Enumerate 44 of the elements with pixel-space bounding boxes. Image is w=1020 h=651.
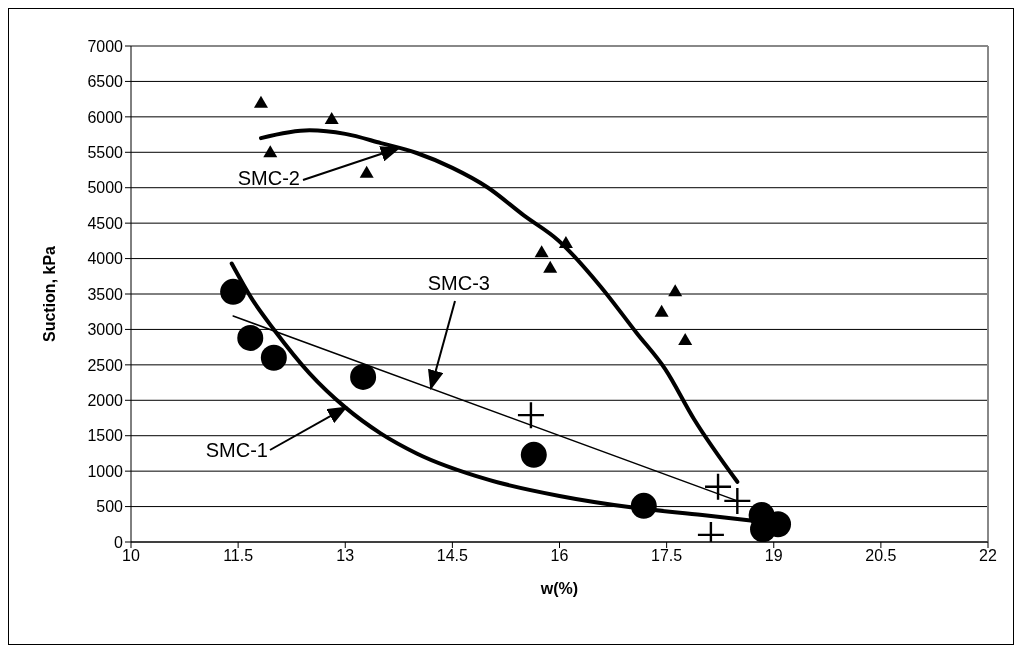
point — [263, 145, 278, 158]
x-tick-label: 19 — [764, 547, 783, 565]
point — [678, 333, 693, 346]
y-tick-label: 5000 — [87, 179, 124, 197]
point — [359, 165, 374, 178]
y-tick-label: 2000 — [87, 391, 124, 409]
y-tick-label: 3000 — [87, 321, 124, 339]
x-tick-label: 11.5 — [223, 547, 254, 565]
y-tick-label: 500 — [96, 498, 124, 516]
point — [324, 111, 339, 124]
point — [543, 260, 558, 273]
y-tick-label: 6500 — [87, 73, 124, 91]
y-tick-label: 5500 — [87, 143, 124, 161]
point — [260, 344, 287, 371]
x-tick-label: 22 — [979, 547, 997, 565]
point — [350, 363, 377, 390]
x-tick-label: 16 — [550, 547, 569, 565]
point — [220, 278, 247, 305]
y-tick-label: 4000 — [87, 250, 124, 268]
x-tick-label: 13 — [336, 547, 355, 565]
x-tick-label: 20.5 — [865, 547, 897, 565]
annotation: SMC-3 — [427, 272, 490, 294]
point — [668, 284, 683, 297]
point — [520, 441, 547, 468]
y-tick-label: 7000 — [87, 37, 124, 55]
x-tick-label: 17.5 — [651, 547, 683, 565]
point — [237, 324, 264, 351]
point — [534, 245, 549, 258]
annotation: SMC-1 — [205, 439, 268, 461]
point — [253, 95, 268, 108]
y-tick-label: 4500 — [87, 214, 124, 232]
y-tick-label: 0 — [114, 533, 124, 551]
y-tick-label: 1000 — [87, 462, 124, 480]
annotation: SMC-2 — [237, 167, 300, 189]
y-tick-label: 1500 — [87, 427, 124, 445]
x-axis-title: w(%) — [539, 580, 579, 597]
y-tick-label: 6000 — [87, 108, 124, 126]
y-axis-title: Suction, kPa — [40, 245, 58, 343]
point — [654, 304, 669, 317]
point — [724, 487, 751, 514]
x-tick-label: 14.5 — [436, 547, 469, 565]
y-tick-label: 2500 — [87, 356, 124, 374]
x-tick-label: 10 — [122, 547, 140, 565]
y-tick-label: 3500 — [87, 285, 124, 303]
